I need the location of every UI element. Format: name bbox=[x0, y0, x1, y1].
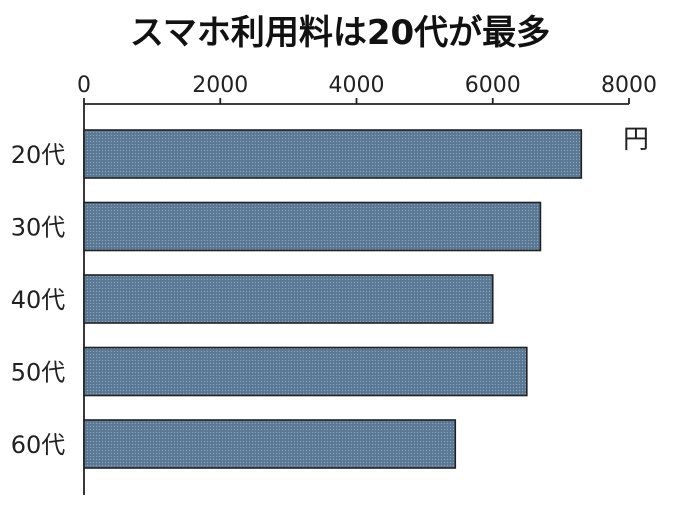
category-label: 60代 bbox=[11, 431, 66, 459]
category-label: 40代 bbox=[11, 286, 66, 314]
category-label: 20代 bbox=[11, 141, 66, 169]
bar bbox=[83, 201, 542, 252]
bar bbox=[83, 129, 583, 179]
x-tick-label: 8000 bbox=[601, 73, 657, 98]
chart-title: スマホ利用料は20代が最多 bbox=[130, 13, 550, 53]
category-label: 30代 bbox=[11, 214, 66, 242]
x-tick-label: 0 bbox=[77, 73, 91, 98]
x-tick-label: 6000 bbox=[465, 73, 521, 98]
x-tick-label: 2000 bbox=[192, 73, 248, 98]
unit-label: 円 bbox=[623, 125, 649, 155]
bar bbox=[83, 346, 528, 397]
category-label: 50代 bbox=[11, 359, 66, 387]
bar bbox=[83, 274, 494, 324]
x-tick-label: 4000 bbox=[329, 73, 385, 98]
bar bbox=[83, 419, 457, 469]
